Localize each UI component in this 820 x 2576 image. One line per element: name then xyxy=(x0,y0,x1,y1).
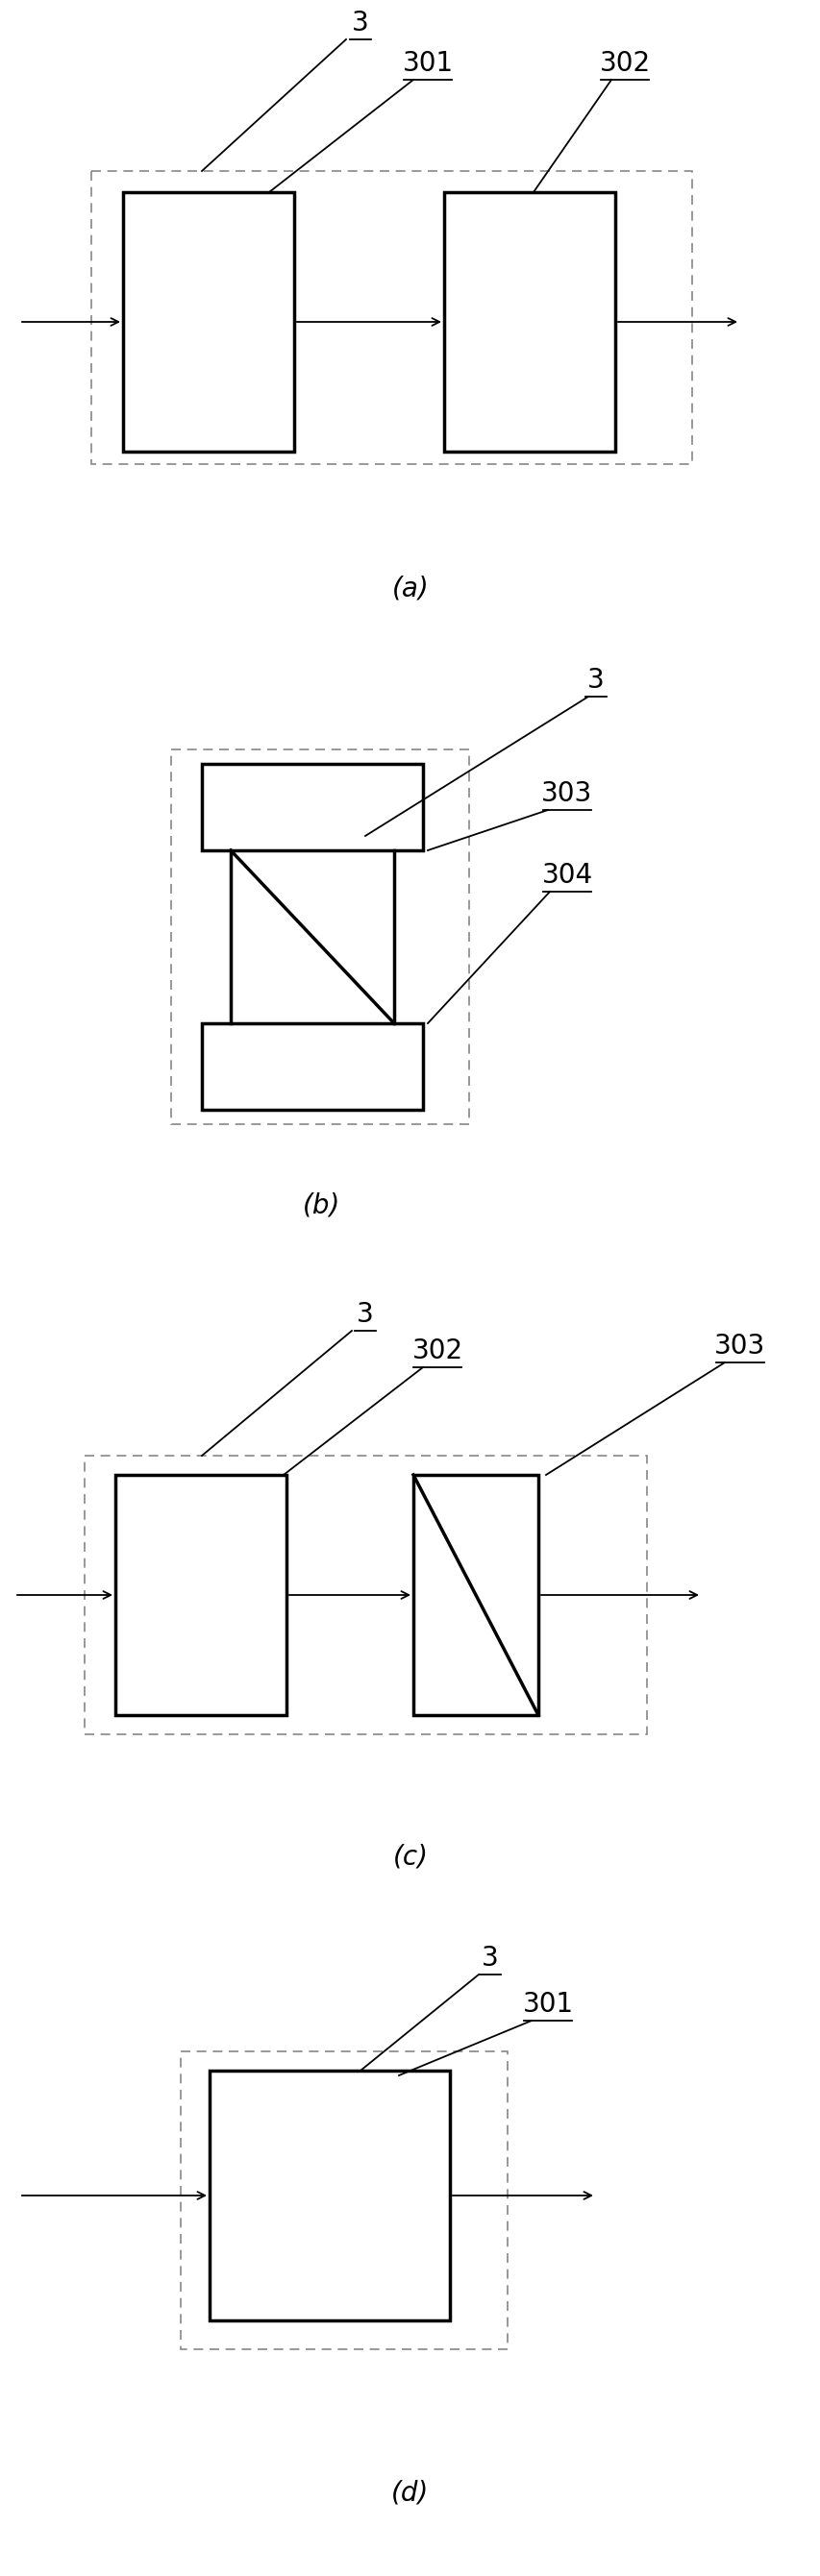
Text: 3: 3 xyxy=(481,1945,499,1971)
Bar xyxy=(180,2050,507,2349)
Bar xyxy=(444,193,614,451)
Bar xyxy=(116,1476,286,1716)
Text: 3: 3 xyxy=(357,1301,373,1327)
Bar xyxy=(171,750,468,1123)
Bar xyxy=(413,1476,538,1716)
Text: 302: 302 xyxy=(412,1337,462,1365)
Text: 3: 3 xyxy=(352,10,369,36)
Text: 303: 303 xyxy=(541,781,592,806)
Text: 3: 3 xyxy=(587,667,604,693)
Text: 301: 301 xyxy=(522,1991,573,2017)
Text: 302: 302 xyxy=(599,49,649,77)
Bar xyxy=(91,170,691,464)
Text: (b): (b) xyxy=(303,1193,340,1218)
Text: 301: 301 xyxy=(402,49,453,77)
Text: 304: 304 xyxy=(541,863,592,889)
Bar xyxy=(123,193,294,451)
Bar xyxy=(202,1023,422,1110)
Text: (d): (d) xyxy=(391,2478,429,2506)
Text: (a): (a) xyxy=(391,574,429,600)
Bar xyxy=(202,765,422,850)
Bar xyxy=(84,1455,646,1734)
Bar xyxy=(209,2071,449,2321)
Text: 303: 303 xyxy=(713,1332,765,1360)
Text: (c): (c) xyxy=(392,1842,428,1870)
